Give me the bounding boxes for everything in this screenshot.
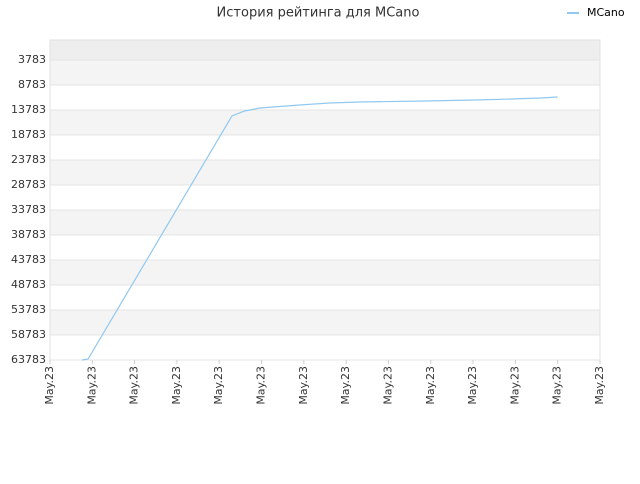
x-tick-label: May.23 [551, 366, 564, 405]
y-tick-label: 13783 [11, 103, 46, 116]
x-tick-label: May.23 [593, 366, 606, 405]
y-tick-label: 38783 [11, 228, 46, 241]
x-tick-label: May.23 [255, 366, 268, 405]
plot-band [50, 260, 600, 285]
plot-band [50, 235, 600, 260]
plot-band [50, 335, 600, 360]
plot-band [50, 285, 600, 310]
y-tick-label: 58783 [11, 328, 46, 341]
y-tick-label: 28783 [11, 178, 46, 191]
y-tick-label: 43783 [11, 253, 46, 266]
legend-label: MCano [587, 6, 625, 19]
plot-band [50, 160, 600, 185]
plot-band [50, 135, 600, 160]
x-tick-label: May.23 [297, 366, 310, 405]
y-tick-label: 33783 [11, 203, 46, 216]
y-tick-label: 3783 [18, 53, 46, 66]
y-tick-label: 18783 [11, 128, 46, 141]
y-tick-label: 53783 [11, 303, 46, 316]
x-tick-label: May.23 [43, 366, 56, 405]
plot-band [50, 40, 600, 60]
plot-band [50, 60, 600, 85]
y-tick-label: 23783 [11, 153, 46, 166]
plot-band [50, 110, 600, 135]
x-tick-label: May.23 [170, 366, 183, 405]
plot-band [50, 185, 600, 210]
x-tick-label: May.23 [212, 366, 225, 405]
y-tick-label: 63783 [11, 353, 46, 366]
x-tick-label: May.23 [339, 366, 352, 405]
series-line [82, 96, 558, 361]
x-tick-label: May.23 [381, 366, 394, 405]
y-tick-label: 48783 [11, 278, 46, 291]
y-tick-label: 8783 [18, 78, 46, 91]
x-tick-label: May.23 [128, 366, 141, 405]
x-tick-label: May.23 [466, 366, 479, 405]
x-tick-label: May.23 [424, 366, 437, 405]
plot-band [50, 210, 600, 235]
plot-band [50, 85, 600, 110]
x-tick-label: May.23 [85, 366, 98, 405]
chart-title: История рейтинга для MCano [217, 6, 420, 21]
plot-band [50, 310, 600, 335]
x-tick-label: May.23 [508, 366, 521, 405]
